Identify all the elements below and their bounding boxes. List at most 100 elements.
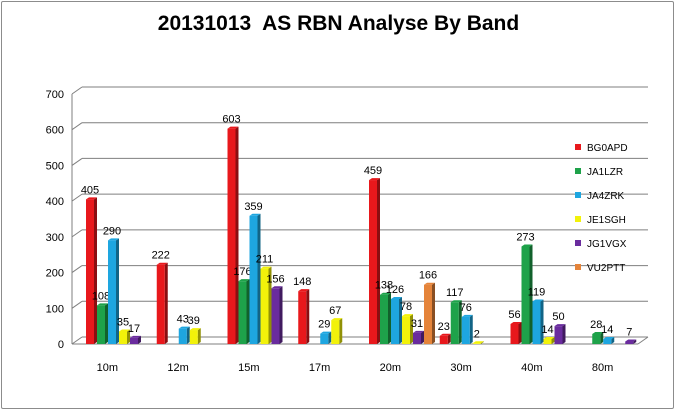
bar-side [432,282,435,344]
bar-side [164,262,168,344]
bar-side [246,279,250,344]
bar-top [413,330,424,333]
data-label: 148 [293,276,311,288]
bar [532,301,541,344]
bar-top [97,303,108,306]
gridline-depth [71,122,83,131]
bar [271,288,280,344]
bar-side [633,339,637,344]
gridline-depth [71,336,83,345]
data-label: 39 [188,315,200,327]
bar [156,264,165,344]
legend-label: BG0APD [587,143,628,154]
bar-side [399,297,402,344]
y-tick-label: 600 [46,125,64,137]
bar [178,328,187,344]
bar-top [625,339,637,342]
bar-side [529,244,533,344]
legend-label: JG1VGX [587,239,627,250]
bar-top [402,314,413,317]
bar-top [461,314,473,317]
data-label: 156 [266,273,284,285]
data-label: 138 [375,280,393,292]
legend-swatch [575,168,581,174]
bar [189,330,198,344]
gridline-depth [71,86,83,95]
bar [238,281,247,344]
bar-top [86,197,97,200]
legend-label: JA4ZRK [587,191,625,202]
bar [439,335,448,344]
data-label: 166 [419,270,437,282]
y-tick-label: 300 [46,232,64,244]
y-tick-label: 0 [58,339,64,351]
bar-side [197,328,201,344]
bar-side [611,337,615,344]
bar [331,320,340,344]
bar [260,268,269,344]
bar-top [260,266,272,269]
bar-side [268,266,272,344]
bar [391,299,399,344]
bar-side [421,330,424,344]
bar-top [603,337,615,339]
data-label: 29 [318,319,330,331]
gridline-depth [71,193,83,202]
bar-top [554,324,566,327]
data-label: 17 [128,323,140,335]
legend-swatch [575,192,581,198]
legend-swatch [575,144,581,150]
bar-top [450,300,462,303]
bar [86,199,94,344]
bar [472,343,481,344]
data-label: 14 [601,324,613,336]
data-label: 23 [438,321,450,333]
bar [369,180,377,344]
data-label: 76 [460,302,472,314]
bar-side [600,332,604,344]
bar-side [116,238,119,344]
bar-top [130,335,141,338]
data-label: 14 [541,324,553,336]
bar [625,341,634,344]
bar [227,128,236,344]
bar-top [238,279,250,282]
data-label: 56 [508,309,520,321]
data-label: 459 [364,165,382,177]
bar [543,339,552,344]
bar-top [271,286,283,289]
x-tick-label: 15m [238,362,259,374]
data-label: 359 [244,201,262,213]
bar [554,326,563,344]
bar-side [469,314,473,344]
legend-label: VU2PTT [587,263,625,274]
bar-top [424,282,435,285]
gridline-depth [71,229,83,238]
data-label: 108 [92,290,110,302]
x-tick-label: 10m [97,362,118,374]
data-label: 2 [474,328,480,340]
bar [402,316,410,344]
bar-side [257,213,261,344]
bar [320,333,329,344]
data-label: 43 [177,314,189,326]
bar-side [551,337,555,344]
chart-title: 20131013 AS RBN Analyse By Band [157,12,520,35]
bar-side [279,286,283,344]
legend-label: JE1SGH [587,215,626,226]
data-label: 119 [528,287,546,299]
y-tick-label: 400 [46,196,64,208]
x-tick-label: 20m [380,362,401,374]
bar-top [472,341,484,344]
bar-side [388,292,391,344]
x-tick-label: 80m [592,362,613,374]
legend-swatch [575,264,581,270]
data-label: 31 [411,318,423,330]
x-axis-depth [637,336,649,345]
bar-side [94,197,97,344]
data-label: 67 [329,305,341,317]
bar-side [377,178,380,344]
bar-side [127,329,130,344]
bar [108,240,116,344]
